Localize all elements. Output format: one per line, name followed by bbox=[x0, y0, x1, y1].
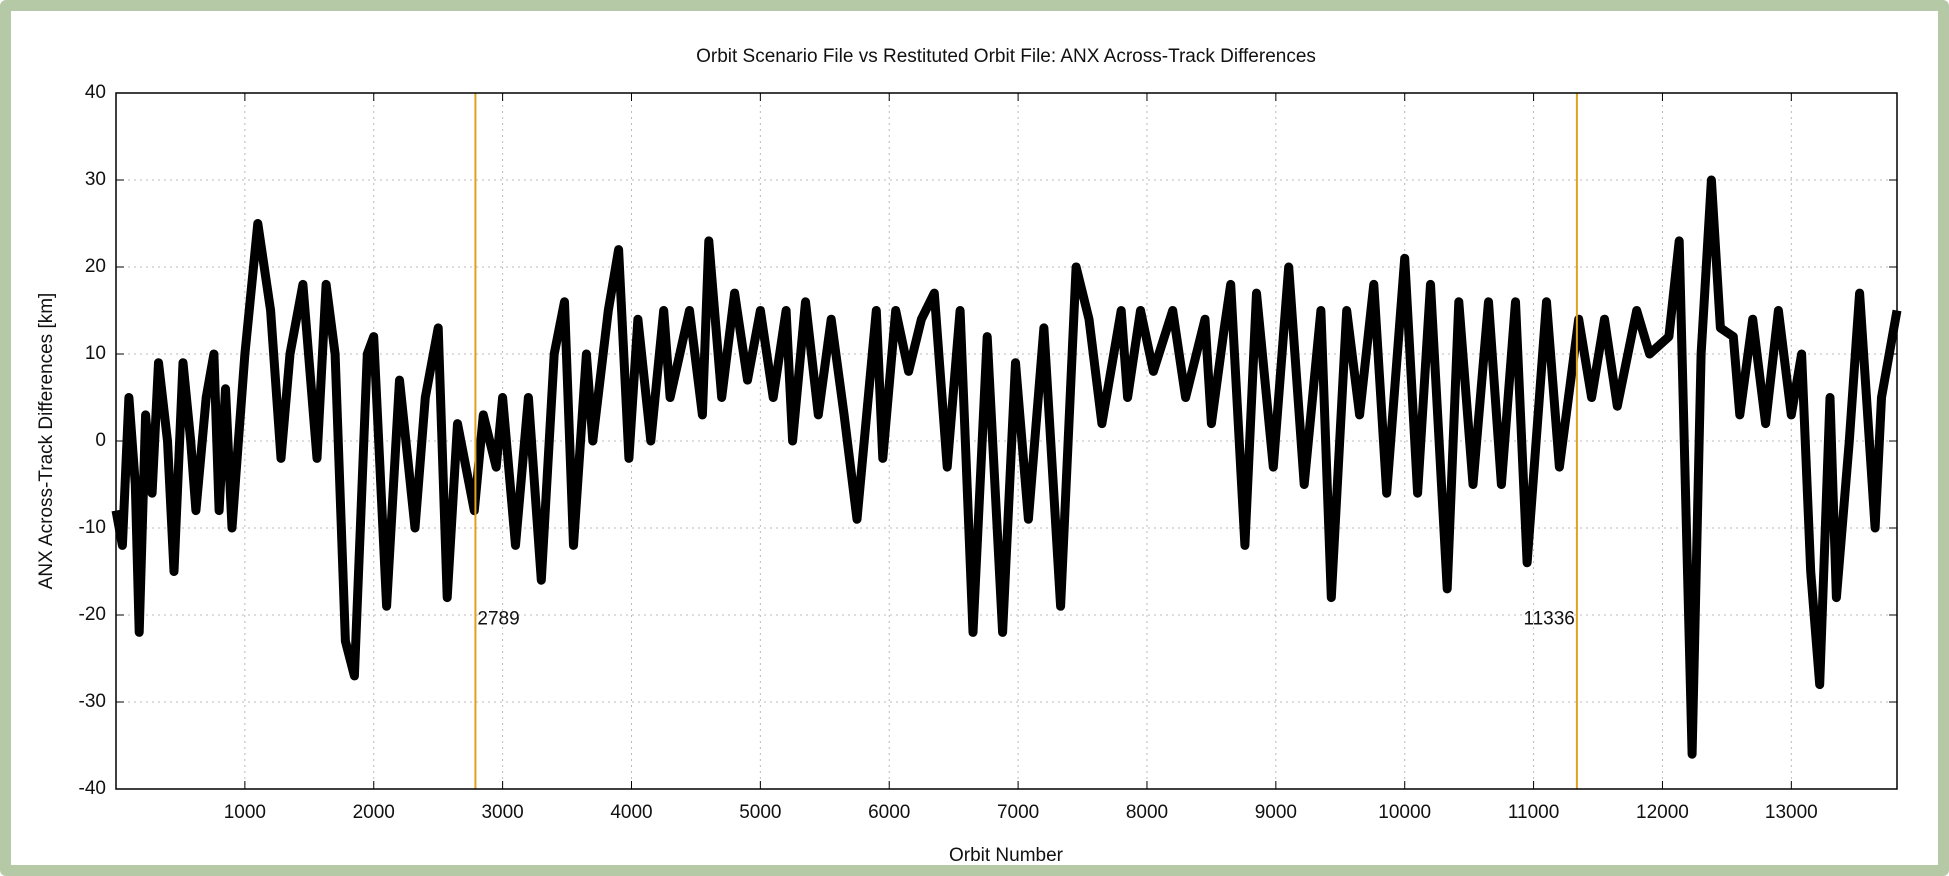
x-tick-label: 6000 bbox=[868, 802, 910, 823]
y-tick-label: 0 bbox=[95, 430, 106, 451]
x-tick-label: 9000 bbox=[1255, 802, 1297, 823]
x-tick-label: 8000 bbox=[1126, 802, 1168, 823]
x-tick-label: 10000 bbox=[1378, 802, 1431, 823]
y-tick-label: -10 bbox=[79, 517, 106, 538]
marker-label: 2789 bbox=[477, 608, 519, 629]
x-tick-label: 7000 bbox=[997, 802, 1039, 823]
y-tick-label: 10 bbox=[85, 343, 106, 364]
y-tick-label: -20 bbox=[79, 604, 106, 625]
x-tick-label: 12000 bbox=[1636, 802, 1689, 823]
x-tick-label: 4000 bbox=[610, 802, 652, 823]
plot-border bbox=[115, 92, 1898, 790]
x-tick-label: 11000 bbox=[1508, 802, 1559, 823]
marker-label: 11336 bbox=[1523, 608, 1574, 629]
chart-title: Orbit Scenario File vs Restituted Orbit … bbox=[696, 46, 1316, 67]
y-tick-label: 20 bbox=[85, 256, 106, 277]
y-axis-label: ANX Across-Track Differences [km] bbox=[36, 293, 57, 590]
y-tick-label: -30 bbox=[79, 691, 106, 712]
y-tick-label: 30 bbox=[85, 169, 106, 190]
x-axis-label: Orbit Number bbox=[949, 845, 1064, 866]
x-tick-label: 13000 bbox=[1765, 802, 1818, 823]
data-line bbox=[111, 175, 1902, 759]
x-tick-label: 2000 bbox=[353, 802, 395, 823]
x-tick-label: 1000 bbox=[224, 802, 266, 823]
x-tick-label: 5000 bbox=[739, 802, 781, 823]
y-tick-label: -40 bbox=[79, 778, 106, 799]
y-tick-label: 40 bbox=[85, 82, 106, 103]
x-tick-label: 3000 bbox=[481, 802, 523, 823]
